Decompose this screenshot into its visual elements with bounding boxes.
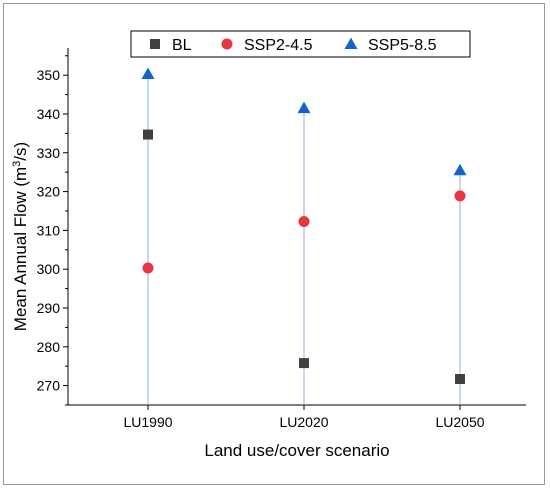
chart-frame bbox=[3, 3, 545, 485]
marker-bl bbox=[455, 374, 465, 385]
legend-label: SSP5-8.5 bbox=[368, 37, 437, 54]
y-axis-label: Mean Annual Flow (m3/s) bbox=[11, 142, 30, 331]
legend-marker-bl bbox=[150, 39, 160, 49]
y-tick-label: 300 bbox=[37, 261, 61, 277]
y-tick-label: 320 bbox=[37, 184, 61, 200]
marker-ssp2-4-5 bbox=[454, 190, 466, 202]
y-tick-label: 350 bbox=[37, 67, 61, 83]
marker-ssp5-8-5 bbox=[141, 67, 155, 79]
legend: BL SSP2-4.5 SSP5-8.5 bbox=[130, 30, 471, 58]
y-tick-label: 340 bbox=[37, 106, 61, 122]
legend-marker-ssp2-4-5 bbox=[221, 38, 233, 50]
marker-ssp2-4-5 bbox=[298, 215, 310, 227]
x-tick-label: LU1990 bbox=[123, 414, 172, 430]
x-tick-label: LU2020 bbox=[279, 414, 328, 430]
legend-box bbox=[130, 30, 471, 58]
marker-ssp5-8-5 bbox=[297, 101, 311, 114]
marker-ssp2-4-5 bbox=[142, 262, 154, 274]
legend-label: SSP2-4.5 bbox=[244, 37, 313, 54]
y-tick-label: 270 bbox=[37, 378, 61, 394]
y-axis-label-end: /s) bbox=[11, 142, 30, 161]
y-tick-label: 290 bbox=[37, 300, 61, 316]
x-ticks: LU1990 LU2020 LU2050 bbox=[123, 405, 485, 430]
y-tick-label: 310 bbox=[37, 222, 61, 238]
y-tick-label: 330 bbox=[37, 145, 61, 161]
legend-label: BL bbox=[172, 37, 192, 54]
marker-bl bbox=[143, 129, 153, 140]
data-markers bbox=[141, 67, 467, 385]
y-axis-label-sup: 3 bbox=[11, 161, 23, 167]
legend-marker-ssp5-8-5 bbox=[344, 37, 358, 49]
marker-bl bbox=[299, 358, 309, 369]
plot-axes bbox=[67, 48, 526, 406]
x-tick-label: LU2050 bbox=[435, 414, 484, 430]
y-ticks: 270 280 290 300 310 320 330 340 350 bbox=[37, 55, 68, 406]
marker-ssp5-8-5 bbox=[453, 163, 467, 176]
x-axis-label: Land use/cover scenario bbox=[204, 441, 389, 460]
y-tick-label: 280 bbox=[37, 339, 61, 355]
y-axis-label-main: Mean Annual Flow (m bbox=[11, 167, 30, 331]
drop-lines bbox=[147, 73, 461, 405]
